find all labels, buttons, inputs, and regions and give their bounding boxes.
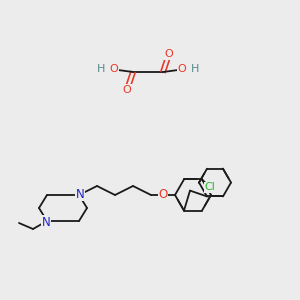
Text: N: N xyxy=(76,188,84,200)
Text: O: O xyxy=(158,188,168,202)
Text: Cl: Cl xyxy=(205,182,215,192)
Text: O: O xyxy=(110,64,118,74)
Text: N: N xyxy=(42,215,50,229)
Text: O: O xyxy=(178,64,186,74)
Text: H: H xyxy=(191,64,199,74)
Text: O: O xyxy=(123,85,131,95)
Text: O: O xyxy=(165,49,173,59)
Text: H: H xyxy=(97,64,105,74)
